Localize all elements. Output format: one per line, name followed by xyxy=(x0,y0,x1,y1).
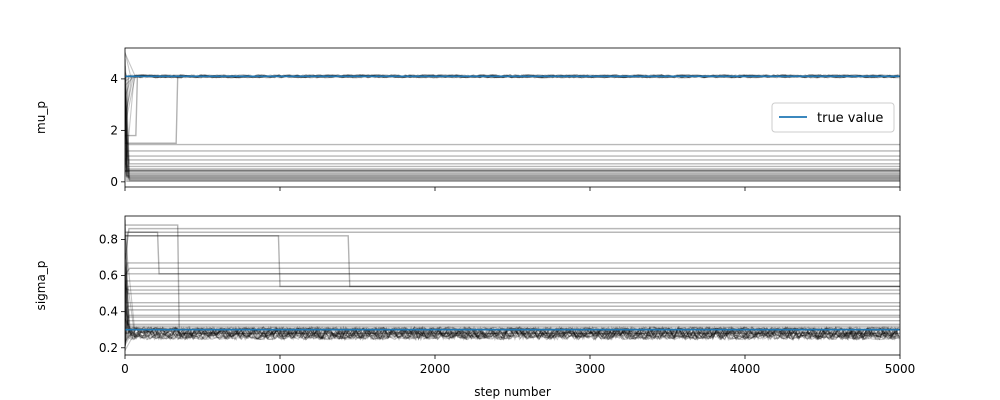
walker-trace xyxy=(125,134,900,146)
walker-trace xyxy=(125,88,900,179)
x-tick-label: 1000 xyxy=(265,362,296,376)
walker-trace xyxy=(125,309,900,347)
walker-trace xyxy=(125,325,899,351)
walker-trace xyxy=(125,224,900,335)
mu-p-panel: 0 2 4 mu_p true value xyxy=(34,47,901,191)
walker-trace xyxy=(125,52,899,79)
y-tick-label: 0.8 xyxy=(99,232,118,246)
mu-p-y-ticks: 0 2 4 xyxy=(110,72,125,189)
walker-trace xyxy=(125,51,899,79)
x-tick-label: 5000 xyxy=(885,362,916,376)
sigma-p-x-ticks: 0 1000 2000 3000 4000 5000 xyxy=(121,355,915,376)
mu-p-y-axis-label: mu_p xyxy=(34,101,48,134)
walker-trace xyxy=(125,65,900,174)
walker-trace xyxy=(125,235,900,288)
walker-trace xyxy=(125,76,900,177)
walker-trace xyxy=(125,267,900,276)
walker-trace xyxy=(125,227,897,341)
walker-trace xyxy=(125,305,900,319)
x-tick-label: 4000 xyxy=(730,362,761,376)
x-tick-label: 0 xyxy=(121,362,129,376)
y-tick-label: 2 xyxy=(110,123,118,137)
mu-p-axes-frame xyxy=(124,47,901,188)
walker-trace xyxy=(125,287,900,291)
y-tick-label: 0.4 xyxy=(99,305,118,319)
walker-trace xyxy=(125,219,900,275)
walker-trace xyxy=(125,157,900,175)
walker-trace xyxy=(125,285,900,351)
walker-trace xyxy=(125,320,900,333)
sigma-p-y-axis-label: sigma_p xyxy=(34,261,48,311)
walker-trace xyxy=(125,273,900,304)
walker-trace xyxy=(125,106,900,177)
legend-box xyxy=(771,102,895,133)
walker-trace xyxy=(125,235,900,288)
walker-trace xyxy=(125,314,900,343)
legend-true-value-label: true value xyxy=(817,111,883,126)
walker-trace xyxy=(125,92,900,181)
x-tick-label: 2000 xyxy=(420,362,451,376)
walker-trace xyxy=(125,284,900,295)
walker-trace xyxy=(125,300,900,341)
walker-trace xyxy=(125,262,900,332)
x-axis-label: step number xyxy=(474,385,551,399)
walker-trace xyxy=(125,325,900,347)
walker-trace xyxy=(125,231,900,275)
legend: true value xyxy=(771,102,895,133)
y-tick-label: 0.2 xyxy=(99,341,118,355)
walker-trace xyxy=(125,99,900,182)
y-tick-label: 0 xyxy=(110,175,118,189)
walker-trace xyxy=(125,85,900,170)
walker-trace xyxy=(125,325,899,341)
sigma-p-walker-traces xyxy=(125,219,900,351)
walker-trace xyxy=(125,128,900,161)
walker-trace xyxy=(125,261,898,342)
walker-trace xyxy=(125,267,900,327)
walker-trace xyxy=(125,300,900,326)
walker-trace xyxy=(125,150,900,166)
sigma-p-y-ticks: 0.2 0.4 0.6 0.8 xyxy=(99,232,125,355)
x-tick-label: 3000 xyxy=(575,362,606,376)
walker-trace xyxy=(125,318,899,341)
walker-trace xyxy=(125,280,900,303)
sigma-p-panel: 0.2 0.4 0.6 0.8 0 1000 2000 3000 4000 5000 sigma… xyxy=(34,215,915,399)
walker-trace xyxy=(125,227,900,260)
walker-trace xyxy=(125,95,900,183)
walker-trace xyxy=(125,325,900,343)
walker-trace xyxy=(125,84,900,178)
walker-trace xyxy=(125,280,897,341)
walker-trace xyxy=(125,325,897,341)
walker-trace xyxy=(125,231,900,343)
y-tick-label: 4 xyxy=(110,72,118,86)
mu-p-x-ticks xyxy=(124,187,901,191)
walker-trace xyxy=(125,162,900,180)
walker-trace xyxy=(125,59,900,165)
sigma-p-axes-frame xyxy=(124,215,901,356)
walker-trace xyxy=(125,309,900,318)
y-tick-label: 0.6 xyxy=(99,269,118,283)
walker-trace xyxy=(125,73,900,157)
walker-trace xyxy=(125,148,900,168)
